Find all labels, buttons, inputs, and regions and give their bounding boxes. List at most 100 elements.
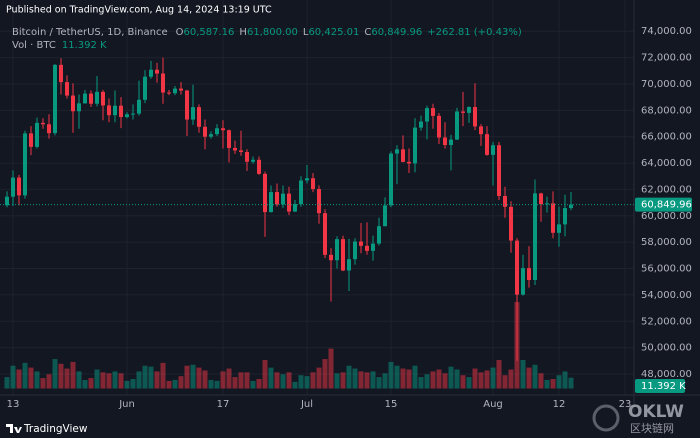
candle-body xyxy=(419,121,423,128)
candle-body xyxy=(311,178,315,190)
volume-bar xyxy=(310,372,316,389)
candle-body xyxy=(197,107,201,127)
candle-body xyxy=(569,204,573,209)
volume-bar xyxy=(262,360,268,389)
candle-body xyxy=(263,173,267,213)
candle-body xyxy=(341,239,345,271)
volume-bar xyxy=(202,370,208,389)
candle-body xyxy=(203,126,207,137)
volume-bar xyxy=(154,371,160,389)
volume-bar xyxy=(196,367,202,389)
volume-bar xyxy=(388,361,394,389)
candle-body xyxy=(485,134,489,155)
watermark-sub: 区块链网 xyxy=(630,421,674,435)
candle-body xyxy=(437,115,441,138)
candle-body xyxy=(227,130,231,149)
volume-bar xyxy=(274,372,280,389)
candle-body xyxy=(533,193,537,281)
volume-bar xyxy=(532,364,538,389)
volume-bar xyxy=(64,368,70,389)
volume-bar xyxy=(394,365,400,389)
volume-bar xyxy=(550,379,556,389)
volume-bar xyxy=(82,379,88,389)
volume-bar xyxy=(352,368,358,389)
volume-bar xyxy=(418,377,424,389)
volume-bar xyxy=(46,374,52,389)
candle-body xyxy=(95,91,99,104)
volume-bar xyxy=(214,380,220,389)
candle-body xyxy=(5,196,9,206)
last-price-tag xyxy=(635,197,692,212)
volume-bar xyxy=(76,371,82,389)
candle-body xyxy=(443,137,447,146)
candle-body xyxy=(143,76,147,100)
ohlc-value: 60,425.01 xyxy=(308,27,359,38)
y-tick-label: 58,000.00 xyxy=(641,237,692,248)
candle-body xyxy=(53,64,57,134)
volume-bar xyxy=(448,366,454,389)
x-tick-label: Jun xyxy=(118,399,135,410)
candle-body xyxy=(323,213,327,255)
candle-body xyxy=(191,107,195,120)
volume-bar xyxy=(328,348,334,389)
candle-body xyxy=(281,193,285,205)
candle-body xyxy=(473,107,477,127)
candle-body xyxy=(221,128,225,131)
candle-body xyxy=(47,124,51,134)
volume-bar xyxy=(382,373,388,389)
last-volume-label: 11.392 K xyxy=(641,381,686,392)
tv-logo xyxy=(6,424,22,433)
x-tick-label: Jul xyxy=(300,399,313,410)
volume-bar xyxy=(526,367,532,389)
candle-body xyxy=(137,99,141,114)
volume-bar xyxy=(556,375,562,389)
y-tick-label: 72,000.00 xyxy=(641,53,692,64)
volume-bar xyxy=(298,375,304,389)
volume-label: Vol · BTC xyxy=(12,40,56,51)
candle-body xyxy=(119,105,123,118)
x-tick-label: 12 xyxy=(553,399,566,410)
candle-body xyxy=(233,148,237,151)
y-tick-label: 64,000.00 xyxy=(641,158,692,169)
candle-body xyxy=(179,88,183,91)
x-tick-label: 23 xyxy=(619,399,632,410)
volume-bar xyxy=(238,372,244,389)
candle-body xyxy=(557,224,561,233)
candle-body xyxy=(101,91,105,106)
candle-body xyxy=(185,90,189,120)
volume-bar xyxy=(334,373,340,389)
volume-bar xyxy=(340,372,346,389)
volume-bar xyxy=(34,371,40,389)
candle-body xyxy=(383,205,387,227)
volume-bar xyxy=(256,379,262,389)
volume-bar xyxy=(124,380,130,389)
volume-bar xyxy=(166,380,172,389)
candle-body xyxy=(407,161,411,164)
candle-body xyxy=(353,241,357,260)
candle-body xyxy=(521,268,525,295)
candle-body xyxy=(317,189,321,214)
candle-body xyxy=(359,241,363,246)
candle-body xyxy=(365,245,369,251)
volume-bar xyxy=(106,373,112,389)
volume-bar xyxy=(316,367,322,389)
candle-body xyxy=(467,107,471,113)
candle-body xyxy=(41,122,45,125)
volume-bars xyxy=(4,302,574,389)
candle-body xyxy=(17,177,21,196)
last-price-label: 60,849.96 xyxy=(641,200,692,211)
candle-body xyxy=(275,192,279,205)
volume-bar xyxy=(460,375,466,389)
y-tick-label: 56,000.00 xyxy=(641,264,692,275)
volume-bar xyxy=(544,379,550,389)
y-tick-label: 60,000.00 xyxy=(641,211,692,222)
candle-body xyxy=(527,268,531,281)
volume-bar xyxy=(70,361,76,389)
candle-body xyxy=(503,196,507,207)
volume-bar xyxy=(472,368,478,389)
candle-body xyxy=(161,73,165,93)
volume-bar xyxy=(10,365,16,389)
x-tick-label: 15 xyxy=(385,399,398,410)
volume-bar xyxy=(490,367,496,389)
